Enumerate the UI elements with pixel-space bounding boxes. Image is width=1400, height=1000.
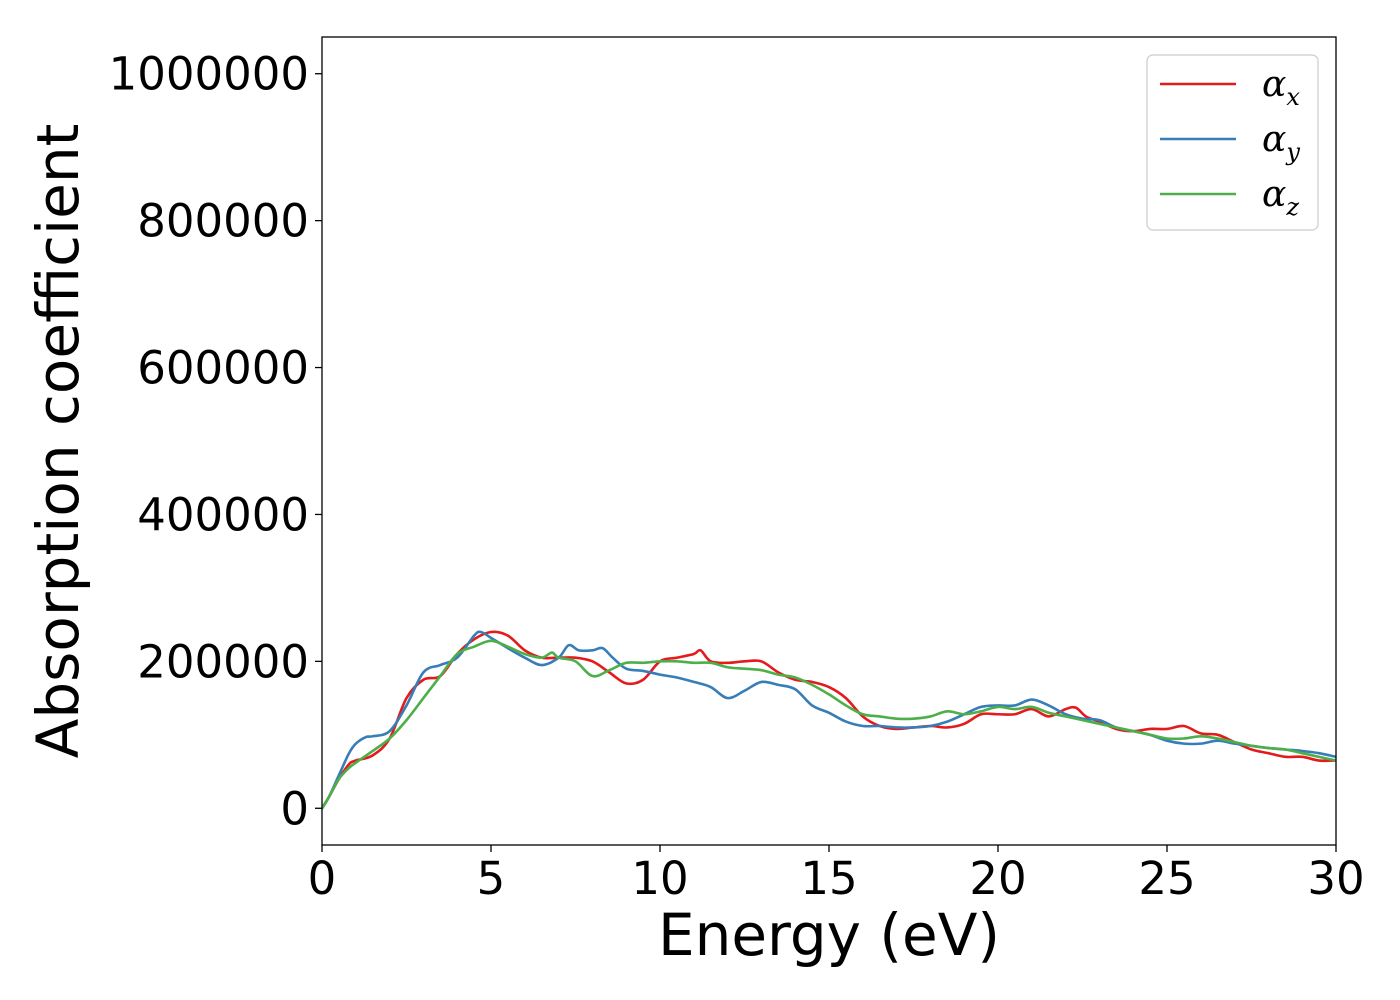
legend-label-subscript: z bbox=[1285, 193, 1299, 221]
x-tick-label: 10 bbox=[631, 852, 688, 905]
y-tick-label: 600000 bbox=[137, 342, 309, 395]
x-tick-label: 20 bbox=[969, 852, 1026, 905]
y-tick-label: 0 bbox=[280, 782, 309, 835]
y-tick-label: 400000 bbox=[137, 488, 309, 541]
legend-label-subscript: y bbox=[1285, 138, 1300, 166]
legend-label-alpha-z: αz bbox=[1262, 174, 1299, 221]
x-tick-label: 5 bbox=[477, 852, 506, 905]
legend-label-symbol: α bbox=[1262, 119, 1286, 160]
legend-label-alpha-x: αx bbox=[1262, 64, 1300, 111]
x-axis-title: Energy (eV) bbox=[658, 901, 1000, 969]
y-tick-label: 200000 bbox=[137, 635, 309, 688]
y-tick-label: 1000000 bbox=[109, 48, 309, 101]
x-tick-label: 30 bbox=[1307, 852, 1364, 905]
x-tick-label: 15 bbox=[800, 852, 857, 905]
y-axis-ticks: 0 200000 400000 600000 800000 1000000 bbox=[109, 48, 322, 835]
series-layer bbox=[322, 630, 1336, 810]
x-axis-ticks: 0 5 10 15 20 25 30 bbox=[308, 845, 1365, 905]
x-tick-label: 0 bbox=[308, 852, 337, 905]
y-axis-title: Absorption coefficient bbox=[24, 124, 92, 759]
y-tick-label: 800000 bbox=[137, 195, 309, 248]
series-line-alpha-z bbox=[322, 639, 1336, 810]
legend-label-symbol: α bbox=[1262, 174, 1286, 215]
legend-label-symbol: α bbox=[1262, 64, 1286, 105]
legend-label-alpha-y: αy bbox=[1262, 119, 1300, 166]
x-tick-label: 25 bbox=[1138, 852, 1195, 905]
legend-box bbox=[1146, 54, 1319, 231]
legend-label-subscript: x bbox=[1286, 83, 1300, 111]
